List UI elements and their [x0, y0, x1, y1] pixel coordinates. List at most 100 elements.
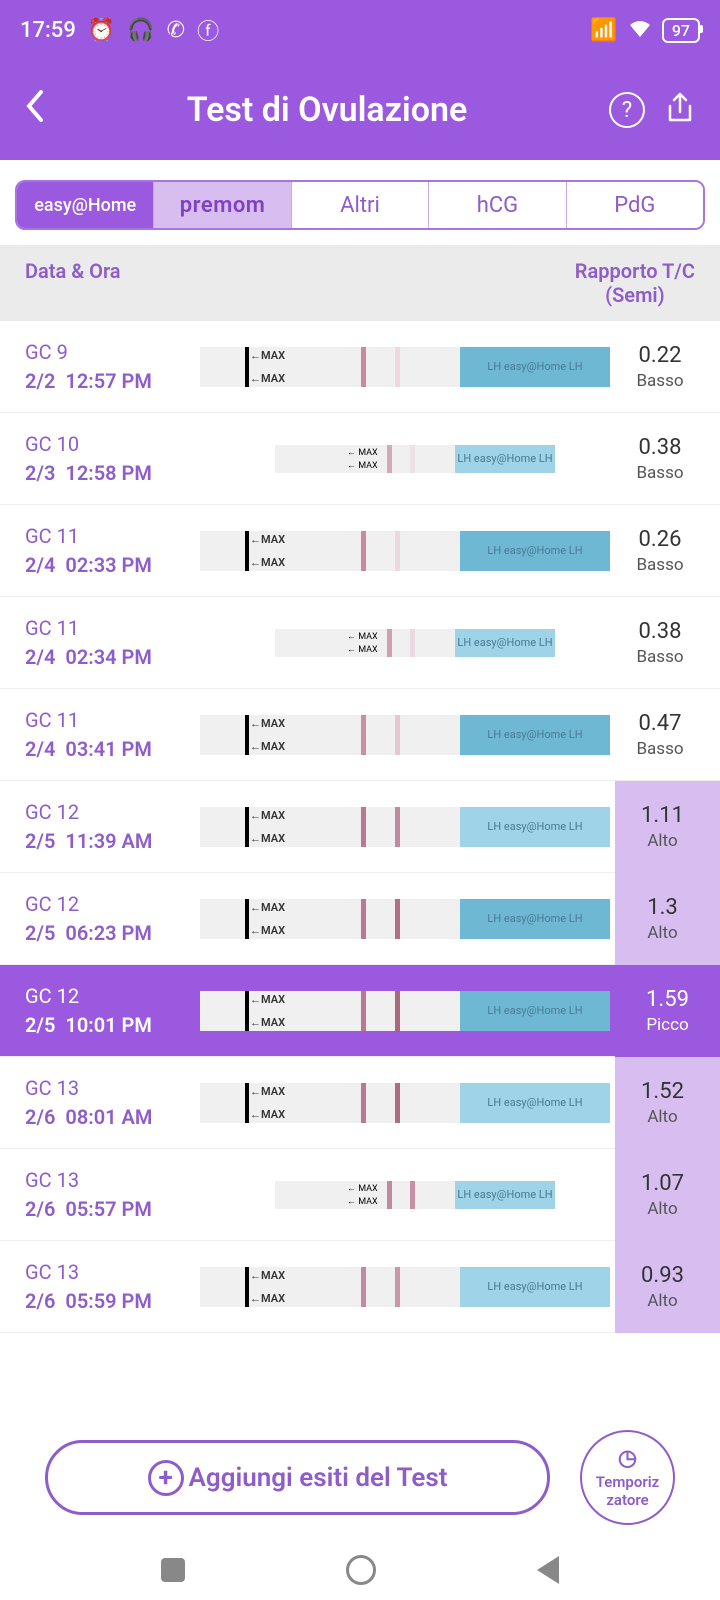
- add-test-button[interactable]: + Aggiungi esiti del Test: [45, 1440, 550, 1515]
- tab-pdg[interactable]: PdG: [567, 182, 703, 228]
- ratio-value: 1.52: [615, 1079, 710, 1104]
- test-strip-image: ←MAX←MAXLH easy@Home LH: [200, 715, 610, 755]
- test-row[interactable]: GC 10 2/3 12:58 PM ← MAX← MAXLH easy@Home …: [0, 413, 720, 505]
- tab-easyhome[interactable]: easy@Home: [17, 182, 154, 228]
- battery-indicator: 97: [662, 18, 700, 43]
- test-row[interactable]: GC 13 2/6 05:59 PM←MAX←MAXLH easy@Home LH…: [0, 1241, 720, 1333]
- date-time: 2/5 11:39 AM: [25, 829, 195, 853]
- ratio-value: 0.93: [615, 1263, 710, 1288]
- row-datetime: GC 112/4 03:41 PM: [15, 708, 195, 761]
- date-time: 2/6 08:01 AM: [25, 1105, 195, 1129]
- cycle-label: GC 11: [25, 524, 195, 548]
- row-datetime: GC 10 2/3 12:58 PM: [15, 432, 195, 485]
- ratio-value: 0.22: [615, 343, 705, 368]
- row-datetime: GC 9 2/2 12:57 PM: [15, 340, 195, 393]
- status-time: 17:59: [20, 18, 76, 43]
- tab-premom[interactable]: premom: [154, 182, 291, 228]
- row-datetime: GC 11 2/4 02:33 PM: [15, 524, 195, 577]
- test-row[interactable]: GC 13 2/6 08:01 AM←MAX←MAXLH easy@Home LH…: [0, 1057, 720, 1149]
- date-time: 2/5 06:23 PM: [25, 921, 195, 945]
- android-nav-bar: [0, 1540, 720, 1600]
- nav-home[interactable]: [346, 1555, 376, 1585]
- timer-label-2: zatore: [606, 1491, 648, 1509]
- ratio-value: 1.11: [615, 803, 710, 828]
- row-ratio: 1.52 Alto: [615, 1057, 720, 1149]
- test-strip-image: ←MAX←MAXLH easy@Home LH: [200, 991, 610, 1031]
- facebook-icon: ⓕ: [197, 14, 219, 46]
- back-button[interactable]: [25, 90, 45, 130]
- brand-tabs: easy@Home premom Altri hCG PdG: [15, 180, 705, 230]
- cycle-label: GC 12: [25, 984, 195, 1008]
- date-time: 2/6 05:59 PM: [25, 1289, 195, 1313]
- test-row[interactable]: GC 12 2/5 06:23 PM←MAX←MAXLH easy@Home LH…: [0, 873, 720, 965]
- nav-back[interactable]: [537, 1556, 559, 1584]
- timer-button[interactable]: ◷ Temporiz zatore: [580, 1430, 675, 1525]
- date-time: 2/4 02:34 PM: [25, 645, 195, 669]
- date-time: 2/6 05:57 PM: [25, 1197, 195, 1221]
- row-ratio: 0.38Basso: [615, 435, 705, 483]
- cycle-label: GC 12: [25, 892, 195, 916]
- row-ratio: 0.93 Alto: [615, 1241, 720, 1333]
- cycle-label: GC 13: [25, 1168, 195, 1192]
- test-strip-image: ←MAX←MAXLH easy@Home LH: [200, 1083, 610, 1123]
- ratio-value: 1.59: [615, 987, 720, 1012]
- level-label: Alto: [615, 1291, 710, 1311]
- row-ratio: 0.38Basso: [615, 619, 705, 667]
- page-title: Test di Ovulazione: [45, 90, 609, 130]
- bottom-actions: + Aggiungi esiti del Test ◷ Temporiz zat…: [0, 1430, 720, 1525]
- wifi-icon: [628, 18, 652, 43]
- results-list: GC 92/2 12:57 PM←MAX←MAXLH easy@Home LH0…: [0, 321, 720, 1333]
- whatsapp-icon: ✆: [167, 18, 185, 43]
- row-datetime: GC 12 2/5 11:39 AM: [15, 800, 195, 853]
- test-strip-image: ←MAX←MAXLH easy@Home LH: [200, 807, 610, 847]
- th-ratio-2: (Semi): [605, 283, 665, 307]
- date-time: 2/4 02:33 PM: [25, 553, 195, 577]
- th-ratio-1: Rapporto T/C: [575, 259, 695, 283]
- test-strip-image: ← MAX← MAXLH easy@Home LH: [275, 445, 555, 473]
- ratio-value: 1.3: [615, 895, 710, 920]
- row-ratio: 1.59Picco: [615, 965, 720, 1057]
- cycle-label: GC 13: [25, 1260, 195, 1284]
- level-label: Alto: [615, 1199, 710, 1219]
- nav-recents[interactable]: [161, 1558, 185, 1582]
- help-button[interactable]: ?: [609, 92, 645, 128]
- date-time: 2/3 12:58 PM: [25, 461, 195, 485]
- test-row[interactable]: GC 92/2 12:57 PM←MAX←MAXLH easy@Home LH0…: [0, 321, 720, 413]
- test-row[interactable]: GC 112/4 02:34 PM← MAX← MAXLH easy@Home …: [0, 597, 720, 689]
- test-row[interactable]: GC 122/5 10:01 PM←MAX←MAXLH easy@Home LH…: [0, 965, 720, 1057]
- cycle-label: GC 10: [25, 432, 195, 456]
- cycle-label: GC 12: [25, 800, 195, 824]
- level-label: Basso: [615, 647, 705, 667]
- row-ratio: 1.11 Alto: [615, 781, 720, 873]
- test-row[interactable]: GC 11 2/4 02:33 PM←MAX←MAXLH easy@Home LH…: [0, 505, 720, 597]
- row-ratio: 1.3Alto: [615, 873, 720, 965]
- test-row[interactable]: GC 12 2/5 11:39 AM←MAX←MAXLH easy@Home LH…: [0, 781, 720, 873]
- row-datetime: GC 13 2/6 05:57 PM: [15, 1168, 195, 1221]
- test-strip-image: ← MAX← MAXLH easy@Home LH: [275, 629, 555, 657]
- test-row[interactable]: GC 112/4 03:41 PM←MAX←MAXLH easy@Home LH…: [0, 689, 720, 781]
- test-strip-image: ←MAX←MAXLH easy@Home LH: [200, 899, 610, 939]
- status-bar: 17:59 ⏰ 🎧 ✆ ⓕ 📶 97: [0, 0, 720, 60]
- plus-icon: +: [148, 1460, 184, 1496]
- row-datetime: GC 122/5 10:01 PM: [15, 984, 195, 1037]
- row-ratio: 0.22Basso: [615, 343, 705, 391]
- level-label: Alto: [615, 831, 710, 851]
- headphones-icon: 🎧: [127, 18, 154, 43]
- test-strip-image: ←MAX←MAXLH easy@Home LH: [200, 531, 610, 571]
- row-datetime: GC 12 2/5 06:23 PM: [15, 892, 195, 945]
- tab-altri[interactable]: Altri: [292, 182, 429, 228]
- share-button[interactable]: [665, 92, 695, 128]
- date-time: 2/2 12:57 PM: [25, 369, 195, 393]
- cycle-label: GC 13: [25, 1076, 195, 1100]
- cycle-label: GC 11: [25, 708, 195, 732]
- test-strip-image: ←MAX←MAXLH easy@Home LH: [200, 1267, 610, 1307]
- row-ratio: 1.07Alto: [615, 1149, 720, 1241]
- row-datetime: GC 13 2/6 05:59 PM: [15, 1260, 195, 1313]
- level-label: Basso: [615, 739, 705, 759]
- test-row[interactable]: GC 132/6 05:57 PM← MAX← MAXLH easy@Home …: [0, 1149, 720, 1241]
- cycle-label: GC 9: [25, 340, 195, 364]
- tab-hcg[interactable]: hCG: [429, 182, 566, 228]
- alarm-icon: ⏰: [88, 18, 115, 43]
- level-label: Alto: [615, 1107, 710, 1127]
- ratio-value: 0.47: [615, 711, 705, 736]
